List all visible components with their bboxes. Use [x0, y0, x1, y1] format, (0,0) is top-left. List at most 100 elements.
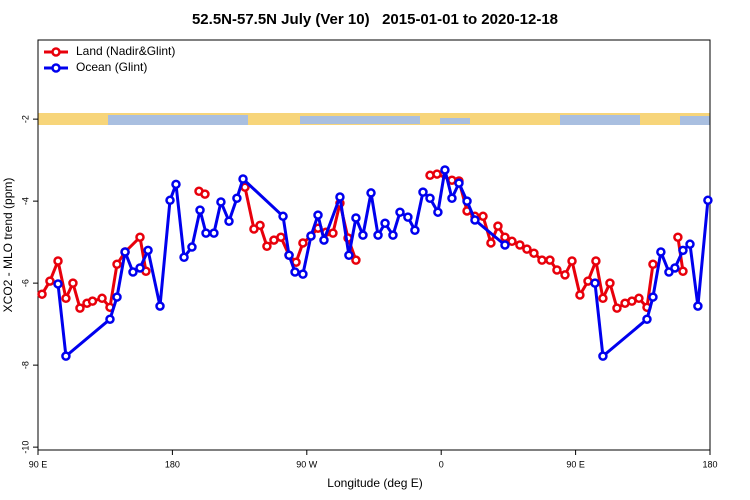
x-tick-label: 90 E [29, 459, 48, 469]
data-point [358, 230, 368, 240]
data-point [560, 270, 570, 280]
data-point [440, 165, 450, 175]
data-point [209, 228, 219, 238]
data-point [37, 289, 47, 299]
data-point [410, 225, 420, 235]
data-point [61, 293, 71, 304]
data-point [97, 293, 107, 304]
data-point [670, 263, 680, 273]
x-tick-label: 180 [702, 459, 717, 469]
data-point [545, 255, 555, 265]
x-axis-label: Longitude (deg E) [327, 476, 422, 490]
data-point [567, 256, 577, 266]
data-point [53, 256, 63, 266]
data-point [200, 189, 210, 199]
data-point [328, 228, 338, 238]
y-tick-label: -2 [20, 115, 30, 123]
data-point [105, 314, 115, 324]
data-point [380, 218, 390, 229]
data-point [537, 255, 547, 265]
x-tick-label: 180 [165, 459, 180, 469]
data-point [395, 207, 405, 217]
data-point [678, 245, 688, 256]
x-tick-label: 0 [439, 459, 444, 469]
data-point [634, 293, 644, 304]
data-point [648, 292, 658, 302]
data-point [685, 239, 695, 249]
data-point [703, 195, 713, 206]
data-point [664, 267, 674, 277]
data-point [155, 301, 165, 311]
data-point [388, 230, 398, 240]
data-point [224, 216, 234, 226]
data-point [470, 215, 480, 225]
legend-label: Land (Nadir&Glint) [76, 44, 175, 58]
data-point [143, 245, 153, 256]
data-point [135, 232, 145, 242]
data-point [529, 248, 539, 258]
data-point [598, 293, 608, 304]
data-point [201, 228, 211, 238]
data-point [120, 247, 130, 257]
data-point [335, 192, 345, 202]
data-point [262, 241, 272, 251]
legend-marker [51, 63, 61, 73]
data-point [165, 195, 175, 206]
data-point [373, 230, 383, 240]
legend-marker [51, 47, 61, 57]
data-point [478, 211, 488, 222]
data-point [507, 236, 517, 247]
data-point [642, 314, 652, 324]
data-point [45, 276, 55, 286]
data-point [351, 213, 361, 223]
data-point [605, 278, 615, 288]
data-point [276, 232, 286, 242]
y-tick-label: -6 [20, 279, 30, 287]
y-tick-label: -4 [20, 197, 30, 205]
data-point [500, 232, 510, 242]
data-point [61, 351, 71, 361]
data-point [522, 244, 532, 254]
data-point [590, 278, 600, 288]
data-point [68, 278, 78, 288]
data-point [678, 266, 688, 276]
data-point [693, 301, 703, 311]
data-point [187, 242, 197, 252]
data-point [216, 197, 226, 207]
data-point [112, 259, 122, 270]
y-axis-label: XCO2 - MLO trend (ppm) [1, 178, 15, 313]
data-point [284, 250, 294, 260]
data-point [319, 235, 329, 245]
data-point [425, 193, 435, 204]
chart-title: 52.5N-57.5N July (Ver 10) 2015-01-01 to … [192, 11, 558, 28]
data-point [432, 169, 442, 179]
data-point [462, 196, 472, 206]
data-point [433, 207, 443, 217]
data-point [493, 221, 503, 231]
x-tick-label: 90 W [296, 459, 318, 469]
x-tick-label: 90 E [566, 459, 585, 469]
data-point [366, 188, 376, 198]
plot-frame [37, 39, 711, 451]
data-point [128, 267, 138, 277]
y-tick-label: -8 [20, 361, 30, 369]
data-point [515, 240, 525, 250]
legend-label: Ocean (Glint) [76, 60, 147, 74]
data-point [486, 238, 496, 248]
data-point [403, 212, 413, 222]
data-point [255, 220, 265, 231]
data-point [87, 296, 98, 306]
map-strip [38, 113, 710, 125]
series-line [56, 168, 710, 358]
data-point [75, 303, 85, 313]
data-point [290, 267, 300, 277]
data-point [656, 247, 666, 257]
data-point [673, 232, 683, 242]
y-tick-label: -10 [20, 441, 30, 454]
data-point [447, 193, 457, 204]
data-point [612, 303, 622, 313]
data-point [598, 351, 608, 361]
data-point [278, 211, 288, 222]
data-point [53, 279, 63, 289]
data-point [195, 205, 205, 215]
